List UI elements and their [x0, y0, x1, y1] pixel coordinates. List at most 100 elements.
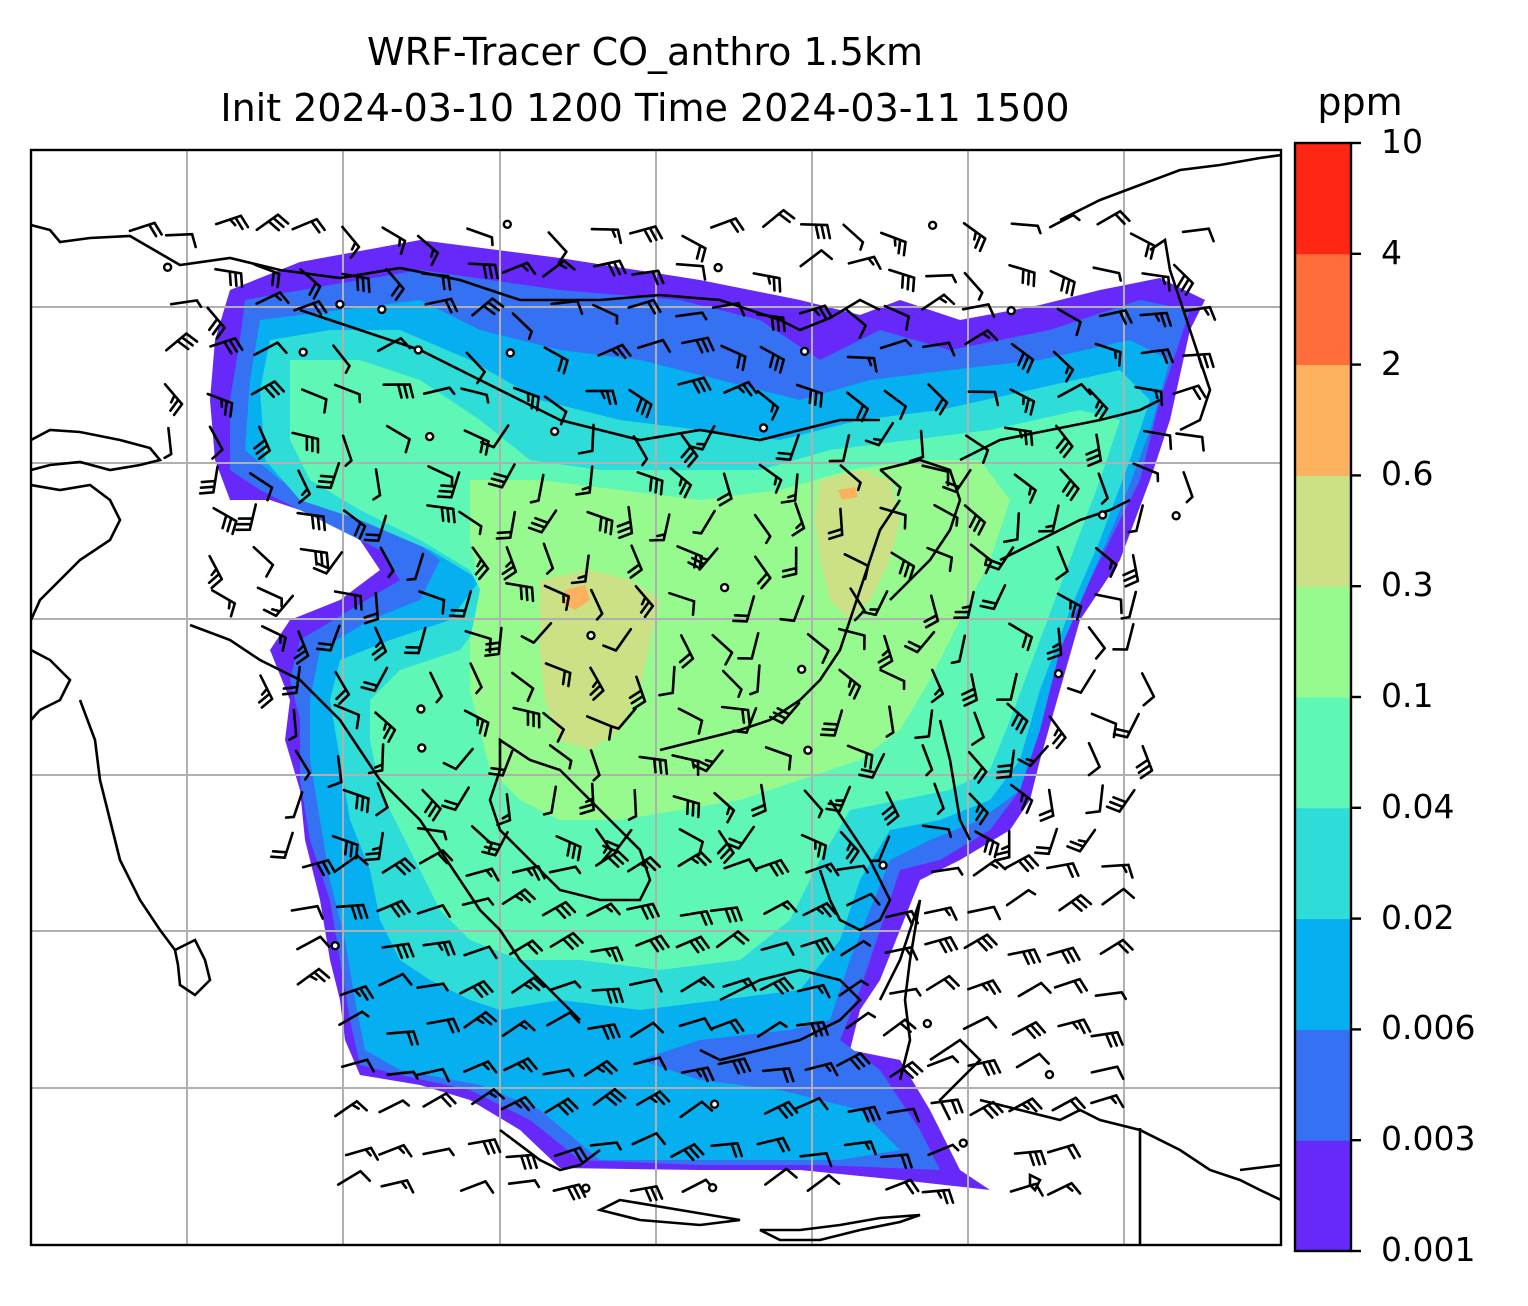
calm-marker	[505, 348, 516, 358]
wind-barb	[501, 546, 518, 581]
wind-barb	[441, 786, 470, 812]
wind-barb	[933, 782, 945, 815]
wind-barb	[636, 338, 672, 353]
wind-barb	[942, 468, 972, 494]
wind-barb	[1143, 429, 1173, 451]
wind-barb	[925, 974, 960, 992]
wind-barb	[590, 946, 624, 963]
wind-barb	[626, 902, 660, 920]
wind-barb	[879, 506, 907, 530]
wind-barb	[950, 634, 967, 665]
wind-barb	[331, 834, 359, 860]
calm-marker	[796, 664, 807, 675]
wind-barb	[422, 386, 456, 396]
wind-barb	[883, 389, 907, 421]
calm-marker	[1053, 668, 1064, 679]
wind-barb	[479, 424, 510, 449]
wind-barb	[386, 1030, 419, 1046]
wind-barb	[1090, 1094, 1125, 1109]
wind-barb	[760, 941, 795, 956]
wind-barb	[769, 701, 801, 725]
wind-barb	[995, 749, 1016, 780]
wind-barb	[253, 425, 271, 460]
wind-barb	[583, 1059, 618, 1077]
wind-barb	[481, 830, 509, 857]
wind-barb	[496, 793, 512, 827]
wind-barb	[570, 554, 590, 585]
wind-barb	[799, 1152, 833, 1168]
wind-barb	[756, 389, 780, 421]
calm-marker	[878, 860, 888, 870]
wind-barb	[1008, 622, 1034, 652]
wind-barb	[527, 509, 558, 534]
wind-barb	[293, 630, 310, 665]
wind-barb	[1046, 1143, 1082, 1160]
wind-barb	[908, 429, 925, 463]
wind-barb	[249, 472, 274, 502]
wind-barb	[825, 785, 852, 813]
calm-marker	[1171, 511, 1181, 521]
wind-barb	[800, 833, 828, 861]
wind-barb	[335, 903, 369, 920]
wind-barb	[634, 585, 655, 619]
wind-barb	[675, 935, 710, 954]
colorbar-tick-label: 0.006	[1381, 1008, 1476, 1048]
wind-barb	[1140, 672, 1156, 707]
colorbar-tick-label: 2	[1381, 343, 1402, 383]
wind-barb	[291, 431, 320, 454]
wind-barb	[885, 909, 919, 926]
wind-barb	[847, 255, 882, 270]
wind-barb	[879, 469, 902, 497]
colorbar-tick-label: 0.6	[1381, 454, 1434, 494]
wind-barb	[587, 1023, 621, 1040]
wind-barb	[471, 1088, 505, 1106]
wind-barb	[421, 272, 452, 291]
wind-barb	[542, 1068, 575, 1078]
calm-marker	[413, 345, 423, 355]
wind-barb	[677, 707, 704, 735]
calm-marker	[958, 1138, 968, 1148]
wind-barb	[965, 434, 990, 464]
wind-barb	[471, 297, 505, 317]
wind-barb	[542, 259, 576, 278]
wind-barb	[386, 1070, 419, 1080]
wind-barb	[512, 386, 540, 412]
wind-barb	[590, 227, 623, 245]
wind-barb	[843, 1140, 877, 1156]
wind-barb	[1098, 309, 1133, 325]
wind-barb	[549, 980, 582, 992]
wind-barb	[737, 632, 760, 660]
wind-barb	[1066, 828, 1097, 853]
wind-barb	[214, 214, 250, 231]
wind-barb	[520, 622, 553, 644]
wind-barb	[1053, 977, 1089, 994]
wind-barb	[885, 1178, 920, 1195]
colorbar-tick-label: 0.003	[1381, 1119, 1476, 1159]
wind-barb	[636, 471, 664, 496]
map-title-line-1: WRF-Tracer CO_anthro 1.5km	[367, 30, 923, 74]
wind-barb	[836, 864, 869, 874]
calm-marker	[502, 219, 513, 229]
wind-barb	[1003, 426, 1034, 447]
wind-barb	[488, 749, 514, 777]
wind-barb	[969, 1100, 1004, 1119]
wind-barb	[290, 904, 324, 920]
wind-barb	[555, 835, 582, 862]
wind-barb	[214, 267, 244, 288]
wind-barb	[589, 666, 605, 701]
map-frame	[29, 148, 1283, 1247]
wind-barb	[883, 304, 910, 331]
calm-marker	[162, 262, 173, 272]
wind-barb	[1090, 1065, 1125, 1080]
wind-barb	[360, 666, 389, 692]
wind-barb	[1046, 946, 1081, 964]
wind-barb	[879, 338, 913, 350]
wind-barb	[763, 900, 798, 915]
wind-barb	[463, 1010, 498, 1029]
wind-barb	[418, 590, 446, 615]
wind-barb	[467, 262, 499, 280]
wind-barbs	[128, 208, 1217, 1205]
wind-barb	[716, 830, 735, 865]
wind-barb	[462, 1060, 498, 1074]
wind-barb	[1129, 232, 1156, 260]
